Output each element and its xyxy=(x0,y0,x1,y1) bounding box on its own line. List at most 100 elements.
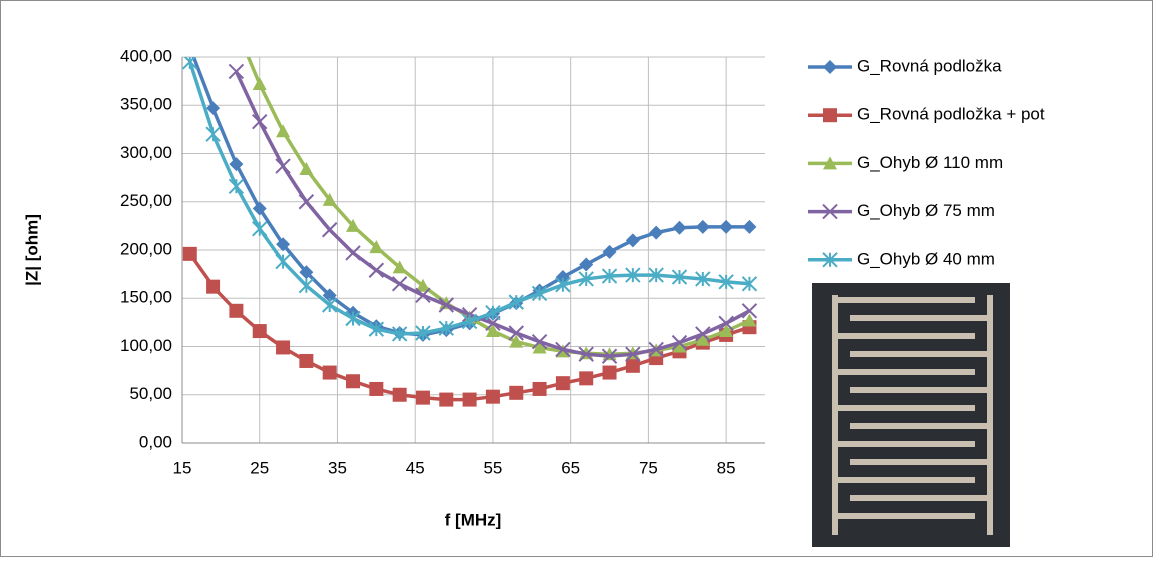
marker xyxy=(648,267,664,283)
marker xyxy=(182,246,197,261)
marker xyxy=(369,381,384,396)
marker xyxy=(555,277,571,293)
marker xyxy=(719,219,734,234)
marker xyxy=(602,365,617,380)
marker xyxy=(438,320,455,336)
marker xyxy=(368,321,385,337)
y-tick-label: 100,00 xyxy=(120,336,172,355)
marker xyxy=(509,385,524,400)
marker xyxy=(822,252,838,268)
marker xyxy=(742,219,757,234)
marker xyxy=(298,277,315,294)
legend-label: G_Rovná podložka xyxy=(857,56,1002,75)
legend-label: G_Ohyb Ø 75 mm xyxy=(857,201,995,220)
marker xyxy=(391,326,408,342)
y-tick-label: 300,00 xyxy=(120,143,172,162)
marker xyxy=(345,245,361,261)
marker xyxy=(601,268,618,284)
marker xyxy=(322,288,337,303)
marker xyxy=(438,297,455,313)
marker xyxy=(461,313,478,330)
marker xyxy=(276,237,291,252)
marker xyxy=(275,158,291,174)
marker xyxy=(509,334,524,348)
marker xyxy=(346,218,361,232)
marker xyxy=(392,387,407,402)
marker xyxy=(579,371,594,386)
marker xyxy=(555,341,571,358)
marker xyxy=(823,60,837,74)
marker xyxy=(601,348,618,364)
marker xyxy=(322,192,337,206)
marker xyxy=(625,346,641,362)
marker xyxy=(602,244,617,259)
marker xyxy=(531,285,548,302)
marker xyxy=(695,332,710,346)
marker xyxy=(205,126,221,142)
x-tick-label: 15 xyxy=(173,458,192,477)
marker xyxy=(625,233,640,248)
x-tick-label: 75 xyxy=(639,458,658,477)
marker xyxy=(672,339,687,353)
marker xyxy=(671,269,688,285)
marker xyxy=(648,341,664,358)
marker xyxy=(695,219,710,234)
y-tick-label: 350,00 xyxy=(120,95,172,114)
marker xyxy=(415,278,430,292)
y-tick-label: 0,00 xyxy=(139,432,172,451)
x-tick-label: 25 xyxy=(250,458,269,477)
marker xyxy=(485,305,501,321)
marker xyxy=(532,340,547,354)
marker xyxy=(228,178,245,195)
marker xyxy=(508,325,524,341)
x-tick-label: 85 xyxy=(717,458,736,477)
marker xyxy=(229,303,244,318)
x-tick-label: 45 xyxy=(406,458,425,477)
marker xyxy=(695,326,711,342)
marker xyxy=(299,161,314,175)
marker xyxy=(252,324,267,339)
marker xyxy=(206,101,221,116)
marker xyxy=(276,124,291,138)
marker xyxy=(625,267,641,283)
photo xyxy=(812,283,1010,547)
marker xyxy=(485,389,500,404)
marker xyxy=(299,265,314,280)
marker xyxy=(206,279,221,294)
marker xyxy=(695,271,711,287)
marker xyxy=(555,376,570,391)
marker xyxy=(531,333,548,350)
marker xyxy=(276,340,291,355)
legend-label: G_Ohyb Ø 110 mm xyxy=(857,153,1003,172)
marker xyxy=(823,108,837,123)
x-tick-label: 35 xyxy=(328,458,347,477)
marker xyxy=(275,253,291,270)
marker xyxy=(823,156,837,170)
marker xyxy=(252,201,267,216)
y-tick-label: 50,00 xyxy=(129,384,172,403)
marker xyxy=(415,390,430,405)
marker xyxy=(578,271,594,287)
marker xyxy=(532,381,547,396)
marker xyxy=(578,346,594,362)
marker xyxy=(228,63,245,80)
marker xyxy=(742,313,757,327)
y-tick-label: 200,00 xyxy=(120,239,172,258)
marker xyxy=(415,287,431,304)
marker xyxy=(741,303,758,319)
marker xyxy=(182,57,198,70)
x-tick-label: 55 xyxy=(483,458,502,477)
y-tick-label: 150,00 xyxy=(120,288,172,307)
marker xyxy=(649,225,664,240)
marker xyxy=(462,392,477,407)
marker xyxy=(672,220,687,235)
marker xyxy=(229,157,244,172)
y-axis-title: |Z| [ohm] xyxy=(22,214,41,286)
marker xyxy=(439,392,454,407)
marker xyxy=(345,310,361,327)
marker xyxy=(741,276,758,292)
marker xyxy=(252,113,268,130)
marker xyxy=(298,194,315,210)
legend-label: G_Rovná podložka + pot xyxy=(857,105,1045,124)
